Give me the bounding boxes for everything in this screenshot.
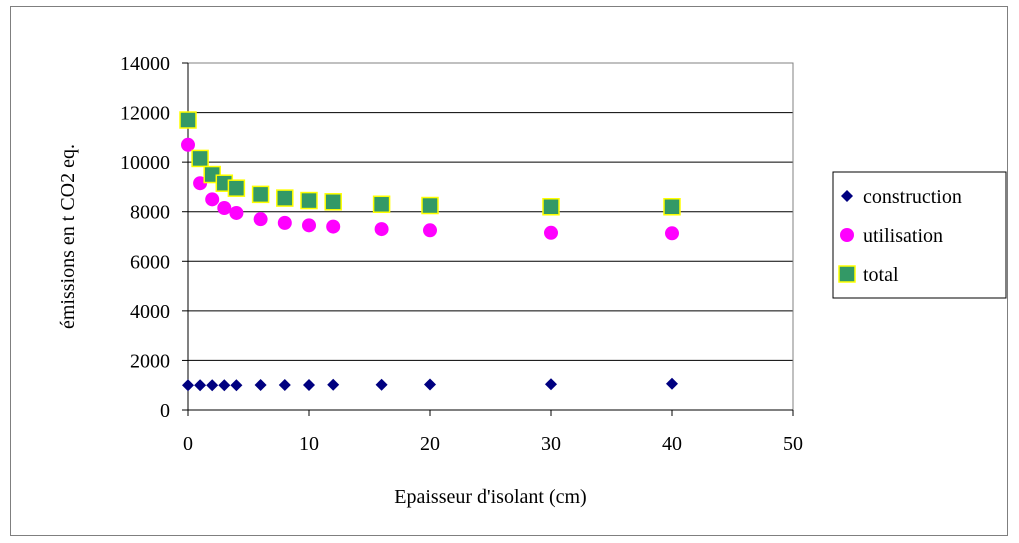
x-tick-label: 50	[783, 433, 803, 455]
legend: construction utilisation total	[832, 171, 1007, 299]
legend-box	[832, 171, 1007, 299]
utilisation-point	[217, 200, 232, 215]
x-tick-label: 40	[662, 433, 682, 455]
plot-area	[187, 62, 794, 411]
total-point	[191, 149, 209, 168]
total-point	[300, 191, 318, 210]
construction-point	[303, 378, 315, 391]
y-tick-label: 14000	[120, 53, 170, 75]
utilisation-point	[205, 192, 220, 207]
construction-point	[424, 378, 436, 391]
construction-point	[182, 379, 194, 392]
legend-label-construction: construction	[863, 186, 962, 208]
axes: 0 2000 4000 6000 8000 10000 12000 14000 0 10 20 30 4…	[120, 53, 803, 455]
y-tick-label: 6000	[130, 251, 170, 273]
legend-item-construction: construction	[841, 186, 962, 208]
total-point	[372, 195, 391, 214]
grid-lines	[188, 112, 793, 361]
data-marks	[179, 111, 681, 392]
x-tick-label: 30	[541, 433, 561, 455]
construction-point	[218, 379, 231, 392]
total-point	[227, 179, 246, 197]
total-point	[179, 111, 197, 129]
legend-label-utilisation: utilisation	[863, 225, 943, 247]
utilisation-point	[326, 219, 341, 234]
y-tick-label: 0	[160, 400, 170, 422]
x-tick-label: 20	[420, 433, 440, 455]
utilisation-point	[374, 222, 389, 237]
y-tick-label: 8000	[130, 202, 170, 224]
construction-point	[666, 377, 678, 390]
utilisation-point	[277, 215, 292, 230]
y-tick-label: 2000	[130, 350, 170, 372]
x-tick-label: 10	[299, 433, 319, 455]
utilisation-point	[423, 223, 437, 238]
legend-marker-construction	[841, 190, 853, 202]
total-point	[324, 193, 342, 211]
series-total	[179, 111, 681, 216]
total-point	[421, 196, 439, 215]
total-point	[663, 198, 681, 216]
y-tick-label: 12000	[120, 103, 170, 125]
construction-point	[194, 379, 207, 392]
utilisation-point	[665, 226, 679, 241]
utilisation-point	[181, 137, 195, 152]
total-point	[542, 198, 560, 216]
legend-marker-utilisation	[840, 228, 854, 242]
legend-item-total: total	[838, 264, 899, 286]
x-tick-label: 0	[183, 433, 193, 455]
construction-point	[545, 378, 557, 391]
total-point	[276, 189, 294, 207]
legend-marker-total	[838, 265, 856, 283]
construction-point	[206, 379, 219, 392]
utilisation-point	[253, 212, 268, 227]
legend-item-utilisation: utilisation	[840, 225, 943, 247]
legend-label-total: total	[863, 264, 899, 286]
construction-point	[230, 379, 243, 392]
y-tick-label: 10000	[120, 152, 170, 174]
total-point	[251, 185, 270, 204]
utilisation-point	[544, 225, 558, 240]
y-axis-title: émissions en t CO2 eq.	[57, 144, 79, 329]
construction-point	[278, 378, 291, 391]
construction-point	[327, 378, 340, 391]
construction-point	[375, 378, 388, 391]
utilisation-point	[229, 205, 244, 220]
construction-point	[254, 378, 267, 391]
x-axis-title: Epaisseur d'isolant (cm)	[394, 486, 586, 508]
y-tick-label: 4000	[130, 301, 170, 323]
series-construction	[182, 377, 678, 392]
utilisation-point	[302, 218, 316, 233]
